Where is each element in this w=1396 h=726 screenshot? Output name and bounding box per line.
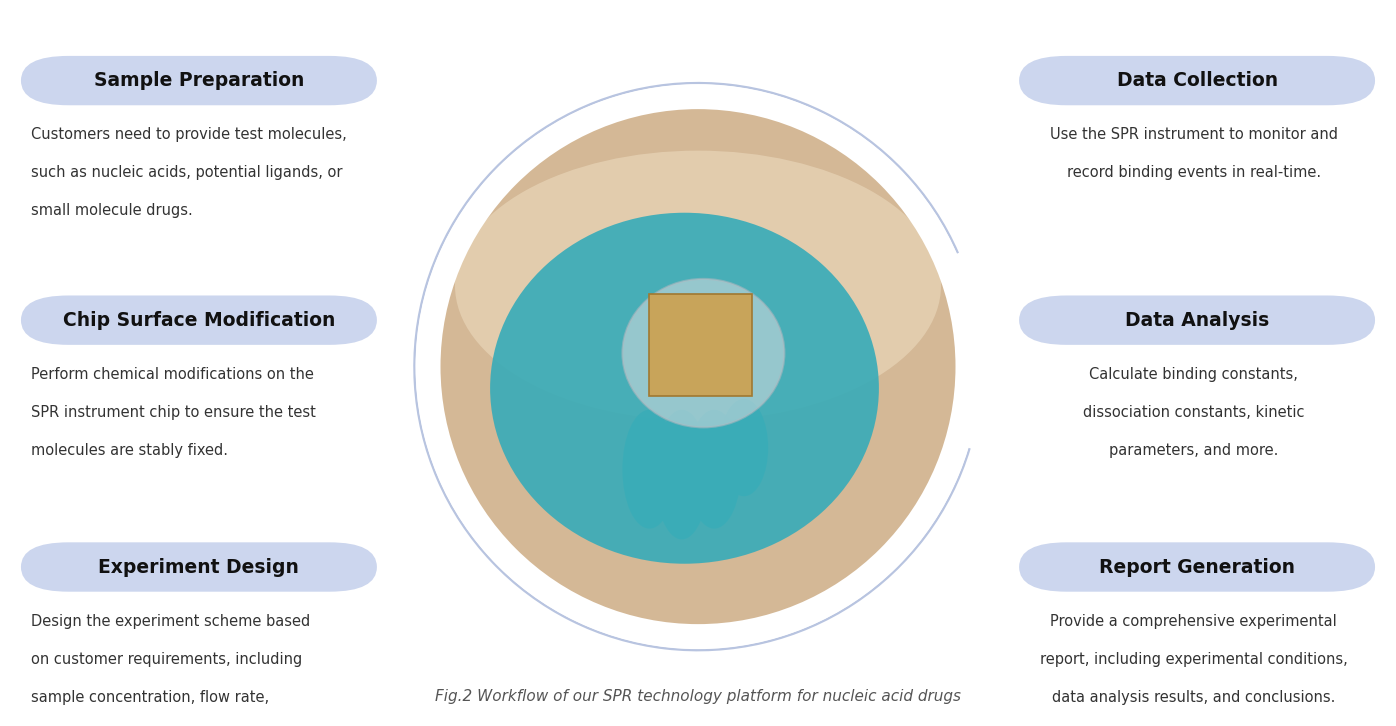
Ellipse shape (655, 410, 709, 539)
FancyBboxPatch shape (1019, 56, 1375, 105)
Text: such as nucleic acids, potential ligands, or: such as nucleic acids, potential ligands… (31, 165, 342, 180)
Text: Perform chemical modifications on the: Perform chemical modifications on the (31, 367, 314, 383)
Text: data analysis results, and conclusions.: data analysis results, and conclusions. (1053, 690, 1335, 705)
Text: small molecule drugs.: small molecule drugs. (31, 203, 193, 218)
Ellipse shape (623, 410, 677, 529)
FancyBboxPatch shape (21, 542, 377, 592)
Text: Provide a comprehensive experimental: Provide a comprehensive experimental (1050, 614, 1337, 629)
Text: Sample Preparation: Sample Preparation (94, 71, 304, 90)
Text: Customers need to provide test molecules,: Customers need to provide test molecules… (31, 127, 346, 142)
FancyBboxPatch shape (21, 295, 377, 345)
Text: dissociation constants, kinetic: dissociation constants, kinetic (1083, 405, 1304, 420)
Ellipse shape (490, 213, 879, 563)
FancyBboxPatch shape (649, 294, 752, 396)
Ellipse shape (687, 410, 741, 529)
Ellipse shape (455, 150, 941, 420)
Text: Data Analysis: Data Analysis (1125, 311, 1269, 330)
Text: Report Generation: Report Generation (1099, 558, 1295, 576)
Ellipse shape (719, 399, 768, 497)
Text: record binding events in real-time.: record binding events in real-time. (1067, 165, 1321, 180)
Ellipse shape (429, 97, 967, 637)
FancyBboxPatch shape (21, 56, 377, 105)
Text: SPR instrument chip to ensure the test: SPR instrument chip to ensure the test (31, 405, 315, 420)
Text: molecules are stably fixed.: molecules are stably fixed. (31, 443, 228, 458)
Text: Calculate binding constants,: Calculate binding constants, (1089, 367, 1298, 383)
Text: Chip Surface Modification: Chip Surface Modification (63, 311, 335, 330)
Text: parameters, and more.: parameters, and more. (1108, 443, 1279, 458)
Text: Fig.2 Workflow of our SPR technology platform for nucleic acid drugs: Fig.2 Workflow of our SPR technology pla… (436, 689, 960, 704)
Text: Use the SPR instrument to monitor and: Use the SPR instrument to monitor and (1050, 127, 1337, 142)
Text: Design the experiment scheme based: Design the experiment scheme based (31, 614, 310, 629)
Text: sample concentration, flow rate,: sample concentration, flow rate, (31, 690, 269, 705)
FancyBboxPatch shape (1019, 295, 1375, 345)
Text: report, including experimental conditions,: report, including experimental condition… (1040, 652, 1347, 667)
Text: Experiment Design: Experiment Design (99, 558, 299, 576)
Text: Data Collection: Data Collection (1117, 71, 1277, 90)
Text: on customer requirements, including: on customer requirements, including (31, 652, 302, 667)
Ellipse shape (623, 279, 785, 428)
FancyBboxPatch shape (1019, 542, 1375, 592)
